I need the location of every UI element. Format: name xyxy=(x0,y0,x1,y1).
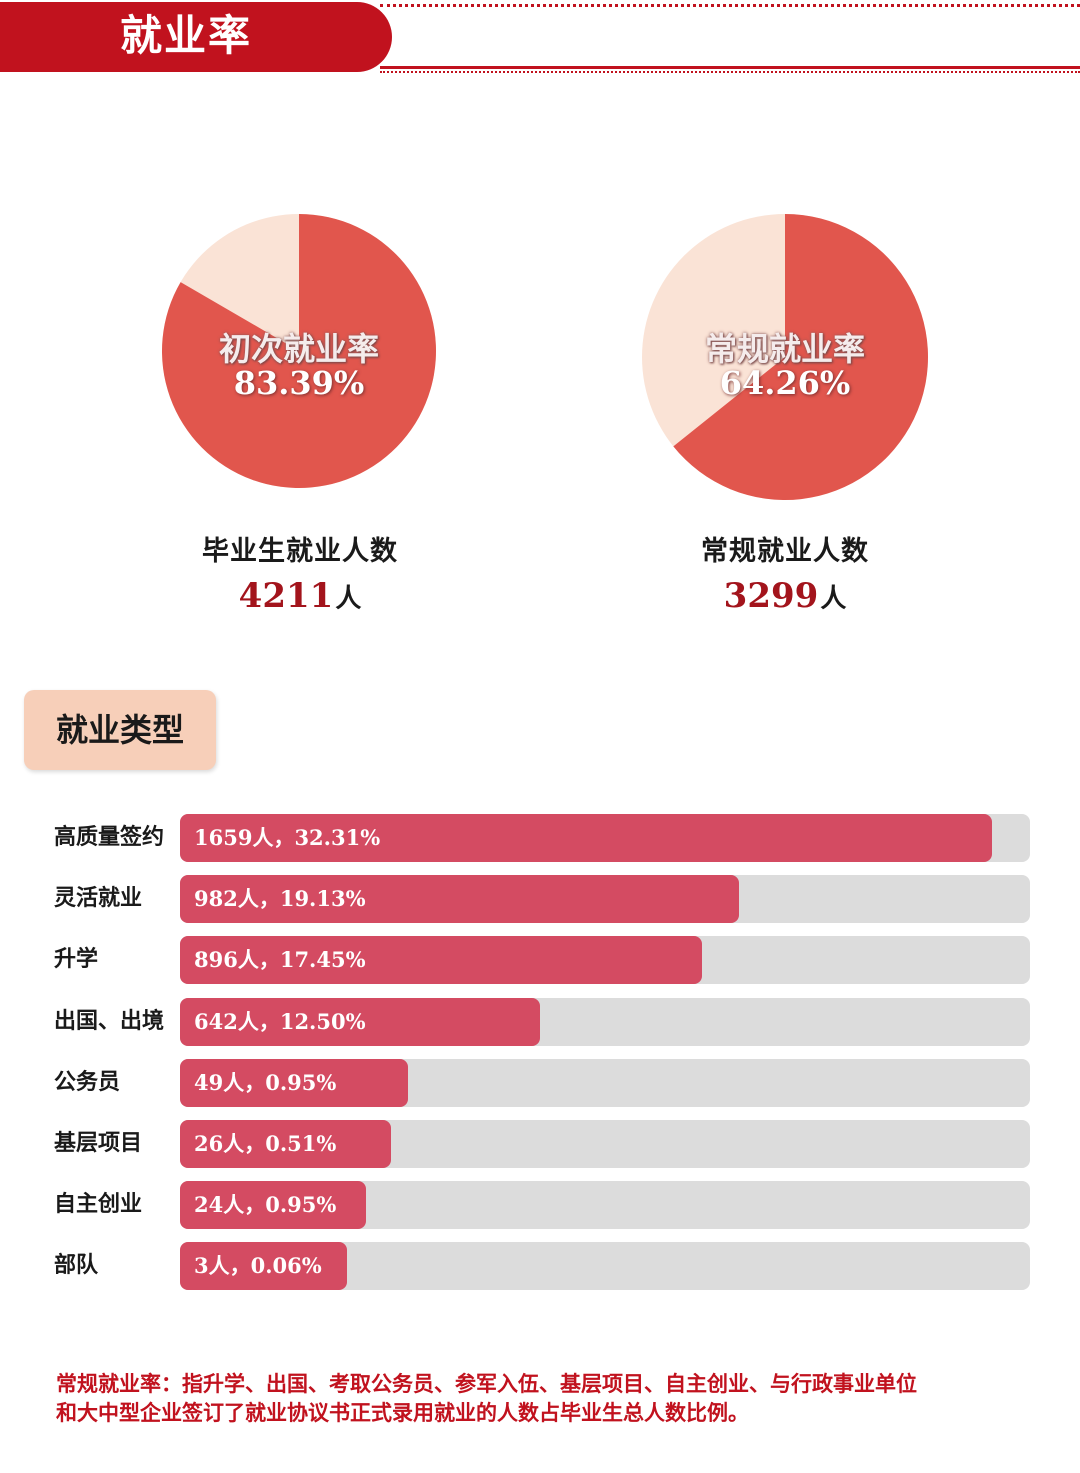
bar-track: 642人，12.50% xyxy=(180,997,1030,1046)
bar-value-label: 982人，19.13% xyxy=(194,886,366,912)
bar-category-label: 公务员 xyxy=(54,1069,121,1095)
footnote-line-1: 常规就业率：指升学、出国、考取公务员、参军入伍、基层项目、自主创业、与行政事业单… xyxy=(56,1372,917,1396)
bar-category-label: 灵活就业 xyxy=(54,886,143,912)
bar-track: 896人，17.45% xyxy=(180,936,1030,985)
bar-track: 1659人，32.31% xyxy=(180,814,1030,862)
bar-row: 高质量签约 1659人，32.31% xyxy=(0,812,1080,864)
pie-chart-regular-employment: 常规就业率 64.26% xyxy=(640,212,930,502)
bar-category-label: 升学 xyxy=(54,947,99,973)
bar-track: 3人，0.06% xyxy=(180,1242,1030,1291)
bar-fill: 49人，0.95% xyxy=(180,1058,408,1107)
bar-row: 公务员 49人，0.95% xyxy=(0,1057,1080,1109)
pie-slice-main xyxy=(673,214,928,500)
bar-fill: 3人，0.06% xyxy=(180,1242,348,1291)
bar-value-label: 3人，0.06% xyxy=(194,1253,322,1279)
header-divider-dotted xyxy=(380,71,1080,73)
stat-value: 4211人 xyxy=(150,576,450,622)
pie-name-label: 初次就业率 xyxy=(218,330,379,368)
bar-value-label: 896人，17.45% xyxy=(194,947,366,973)
bar-fill: 642人，12.50% xyxy=(180,997,541,1046)
bar-value-label: 26人，0.51% xyxy=(194,1131,337,1156)
header-banner: 就业率 xyxy=(0,0,1080,76)
bar-row: 自主创业 24人，0.95% xyxy=(0,1179,1080,1231)
stat-value: 3299人 xyxy=(635,576,935,622)
header-divider-top xyxy=(380,4,1080,7)
header-tab xyxy=(0,2,392,72)
bar-row: 灵活就业 982人，19.13% xyxy=(0,873,1080,925)
bar-fill: 26人，0.51% xyxy=(180,1120,391,1168)
pie-name-label: 常规就业率 xyxy=(704,330,865,368)
bar-track: 24人，0.95% xyxy=(180,1181,1030,1230)
bar-fill: 982人，19.13% xyxy=(180,875,740,924)
stat-label: 常规就业人数 xyxy=(701,536,869,567)
bar-category-label: 出国、出境 xyxy=(54,1008,165,1034)
stat-number: 3299 xyxy=(723,576,819,616)
bar-category-label: 自主创业 xyxy=(54,1192,143,1218)
bar-category-label: 基层项目 xyxy=(54,1131,143,1156)
page-title: 就业率 xyxy=(120,11,253,60)
stat-number: 4211 xyxy=(238,576,334,616)
pie-value-label: 64.26% xyxy=(719,364,851,402)
stat-graduates-employed: 毕业生就业人数 4211人 xyxy=(150,534,450,622)
pie-chart-initial-employment: 初次就业率 83.39% xyxy=(160,212,438,490)
footnote: 常规就业率：指升学、出国、考取公务员、参军入伍、基层项目、自主创业、与行政事业单… xyxy=(56,1370,1046,1428)
bar-row: 出国、出境 642人，12.50% xyxy=(0,996,1080,1048)
bar-category-label: 高质量签约 xyxy=(54,825,165,850)
bar-track: 982人，19.13% xyxy=(180,875,1030,924)
stat-regular-employed: 常规就业人数 3299人 xyxy=(635,534,935,622)
bar-track: 49人，0.95% xyxy=(180,1058,1030,1107)
bar-value-label: 24人，0.95% xyxy=(194,1192,337,1218)
stat-label: 毕业生就业人数 xyxy=(202,536,398,567)
header-divider-bottom xyxy=(380,66,1080,69)
pie-svg xyxy=(161,214,436,488)
pie-slice-main xyxy=(161,214,436,488)
bar-fill: 24人，0.95% xyxy=(180,1181,367,1230)
pie-value-label: 83.39% xyxy=(233,364,365,402)
footnote-line-2: 和大中型企业签订了就业协议书正式录用就业的人数占毕业生总人数比例。 xyxy=(56,1401,749,1425)
pie-svg xyxy=(642,214,928,500)
section-title: 就业类型 xyxy=(55,711,184,749)
bar-value-label: 1659人，32.31% xyxy=(194,825,381,850)
bar-category-label: 部队 xyxy=(54,1253,99,1279)
bar-value-label: 642人，12.50% xyxy=(194,1008,366,1034)
bar-row: 升学 896人，17.45% xyxy=(0,934,1080,986)
bar-fill: 1659人，32.31% xyxy=(180,814,992,862)
section-badge: 就业类型 xyxy=(24,690,216,770)
stat-unit: 人 xyxy=(335,584,362,614)
bar-row: 基层项目 26人，0.51% xyxy=(0,1118,1080,1170)
bar-fill: 896人，17.45% xyxy=(180,936,702,985)
bar-row: 部队 3人，0.06% xyxy=(0,1240,1080,1292)
bar-track: 26人，0.51% xyxy=(180,1120,1030,1168)
stat-unit: 人 xyxy=(820,584,847,614)
bar-value-label: 49人，0.95% xyxy=(194,1069,337,1095)
